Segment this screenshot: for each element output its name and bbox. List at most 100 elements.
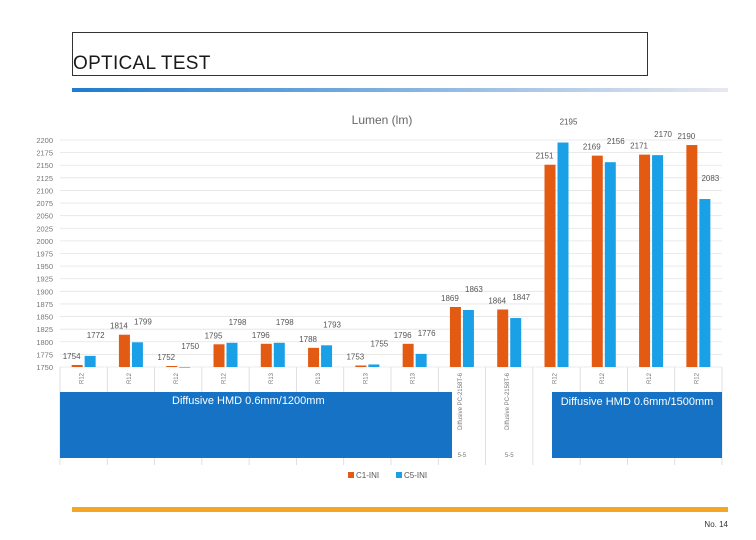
y-tick-label: 1775 bbox=[36, 350, 53, 359]
x-tick-label: R12 bbox=[647, 372, 653, 384]
data-label: 1869 bbox=[441, 294, 459, 303]
y-tick-label: 2200 bbox=[36, 136, 53, 145]
bar-c5-ini bbox=[604, 162, 616, 367]
bar-c1-ini bbox=[639, 154, 651, 367]
bar-c5-ini bbox=[557, 142, 569, 367]
data-label: 1864 bbox=[488, 296, 506, 305]
bar-c1-ini bbox=[497, 309, 509, 367]
y-tick-label: 2075 bbox=[36, 199, 53, 208]
overlay-right-label-box: Diffusive HMD 0.6mm/1500mm bbox=[552, 392, 722, 458]
bar-c1-ini bbox=[355, 365, 367, 367]
data-label: 1796 bbox=[394, 331, 412, 340]
top-rule bbox=[72, 88, 728, 92]
data-label: 1798 bbox=[229, 318, 247, 327]
legend-label-c1-ini: C1-INI bbox=[356, 471, 379, 480]
data-label: 1776 bbox=[418, 329, 436, 338]
bar-c1-ini bbox=[260, 343, 272, 367]
bar-c5-ini bbox=[510, 318, 522, 367]
data-label: 1799 bbox=[134, 317, 152, 326]
y-tick-label: 1850 bbox=[36, 313, 53, 322]
data-label: 1752 bbox=[157, 353, 175, 362]
bar-c5-ini bbox=[131, 342, 143, 367]
bar-c1-ini bbox=[308, 347, 320, 367]
data-label: 1788 bbox=[299, 335, 317, 344]
y-tick-label: 2100 bbox=[36, 186, 53, 195]
x-tick-label: R12 bbox=[80, 372, 86, 384]
x-sub-label: 5-5 bbox=[505, 453, 514, 459]
y-tick-label: 2175 bbox=[36, 149, 53, 158]
bar-c1-ini bbox=[71, 364, 83, 367]
page-number: No. 14 bbox=[704, 520, 728, 529]
data-label: 1772 bbox=[87, 331, 105, 340]
bar-c5-ini bbox=[84, 355, 96, 367]
overlay-left-label-box: Diffusive HMD 0.6mm/1200mm bbox=[60, 392, 452, 458]
bar-c1-ini bbox=[686, 145, 698, 367]
data-label: 2171 bbox=[630, 142, 648, 151]
x-tick-label: Diffusive PC-2158T-6 bbox=[505, 372, 511, 430]
bar-c1-ini bbox=[591, 155, 603, 367]
slide-title: OPTICAL TEST bbox=[73, 53, 211, 74]
data-label: 1795 bbox=[205, 331, 223, 340]
data-label: 2195 bbox=[560, 118, 578, 127]
title-box: OPTICAL TEST bbox=[72, 32, 648, 76]
data-label: 1796 bbox=[252, 331, 270, 340]
x-tick-label: R13 bbox=[269, 372, 275, 384]
data-label: 2151 bbox=[536, 152, 554, 161]
x-tick-label: R12 bbox=[222, 372, 228, 384]
x-tick-label: R12 bbox=[553, 372, 559, 384]
bar-c5-ini bbox=[699, 199, 711, 367]
bar-c5-ini bbox=[179, 367, 191, 368]
legend-swatch-c5-ini bbox=[396, 472, 402, 478]
legend-label-c5-ini: C5-INI bbox=[404, 471, 427, 480]
legend-swatch-c1-ini bbox=[348, 472, 354, 478]
x-tick-label: R13 bbox=[363, 372, 369, 384]
x-tick-label: Diffusive PC-2158T-6 bbox=[458, 372, 464, 430]
data-label: 1793 bbox=[323, 320, 341, 329]
bar-c5-ini bbox=[415, 353, 427, 367]
bar-c1-ini bbox=[213, 344, 225, 367]
y-tick-label: 1875 bbox=[36, 300, 53, 309]
bar-c5-ini bbox=[226, 342, 238, 367]
bar-c1-ini bbox=[544, 164, 556, 367]
overlay-right-label: Diffusive HMD 0.6mm/1500mm bbox=[560, 396, 714, 408]
y-tick-label: 2050 bbox=[36, 212, 53, 221]
bar-c5-ini bbox=[273, 342, 285, 367]
x-tick-label: R12 bbox=[174, 372, 180, 384]
bar-c1-ini bbox=[118, 334, 130, 367]
data-label: 2169 bbox=[583, 143, 601, 152]
x-tick-label: R13 bbox=[411, 372, 417, 384]
bar-c1-ini bbox=[449, 306, 461, 367]
x-sub-label: 5-5 bbox=[458, 453, 467, 459]
data-label: 2190 bbox=[677, 132, 695, 141]
x-tick-label: R12 bbox=[600, 372, 606, 384]
bottom-rule bbox=[72, 507, 728, 512]
bar-c5-ini bbox=[321, 345, 333, 367]
y-tick-label: 1975 bbox=[36, 250, 53, 259]
y-tick-label: 1750 bbox=[36, 363, 53, 372]
y-tick-label: 2000 bbox=[36, 237, 53, 246]
x-tick-label: R13 bbox=[316, 372, 322, 384]
data-label: 1750 bbox=[181, 342, 199, 351]
data-label: 2083 bbox=[701, 174, 719, 183]
overlay-left-label: Diffusive HMD 0.6mm/1200mm bbox=[172, 395, 325, 407]
data-label: 1814 bbox=[110, 322, 128, 331]
y-tick-label: 2025 bbox=[36, 224, 53, 233]
data-label: 2170 bbox=[654, 130, 672, 139]
data-label: 1863 bbox=[465, 285, 483, 294]
data-label: 1754 bbox=[63, 352, 81, 361]
data-label: 1755 bbox=[370, 339, 388, 348]
y-tick-label: 1800 bbox=[36, 338, 53, 347]
bar-c5-ini bbox=[368, 364, 380, 367]
lumen-chart: Lumen (lm) 2200 2175 2150 2125 2100 2075 2050 20… bbox=[36, 113, 723, 480]
y-tick-label: 1900 bbox=[36, 287, 53, 296]
y-tick-label: 1925 bbox=[36, 275, 53, 284]
data-label: 1798 bbox=[276, 318, 294, 327]
x-tick-label: R12 bbox=[694, 372, 700, 384]
data-label: 2156 bbox=[607, 137, 625, 146]
bar-c1-ini bbox=[402, 343, 414, 367]
x-tick-label: R12 bbox=[127, 372, 133, 384]
y-tick-label: 2125 bbox=[36, 174, 53, 183]
data-label: 1847 bbox=[512, 293, 530, 302]
bar-c5-ini bbox=[652, 155, 664, 367]
data-label: 1753 bbox=[346, 352, 364, 361]
